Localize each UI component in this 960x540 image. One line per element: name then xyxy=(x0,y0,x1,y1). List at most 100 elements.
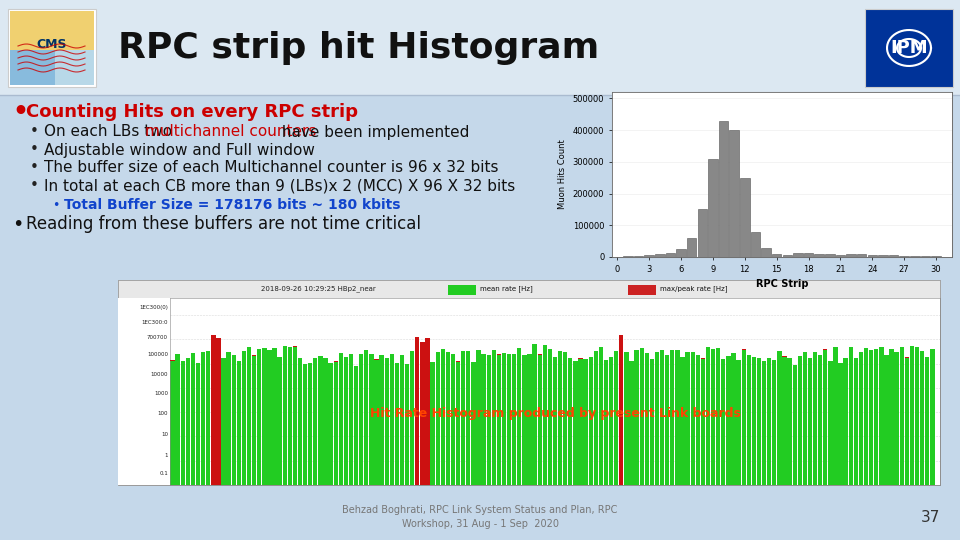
Bar xyxy=(563,352,567,540)
Bar xyxy=(634,256,643,257)
Bar xyxy=(242,350,246,540)
Bar xyxy=(736,361,741,540)
Bar xyxy=(884,355,889,540)
Bar xyxy=(467,351,470,540)
Bar xyxy=(772,360,777,540)
Bar xyxy=(395,362,399,540)
Bar xyxy=(448,285,476,295)
Bar xyxy=(875,349,878,540)
Bar xyxy=(354,366,358,540)
Bar xyxy=(8,9,96,87)
Bar xyxy=(553,357,557,540)
Bar xyxy=(319,356,323,540)
Bar xyxy=(859,352,863,540)
Text: 100000: 100000 xyxy=(147,352,168,356)
Bar xyxy=(660,349,664,540)
Bar xyxy=(612,92,952,257)
Bar xyxy=(293,346,297,347)
Bar xyxy=(847,254,856,257)
Text: 10: 10 xyxy=(161,432,168,437)
Bar xyxy=(865,9,953,87)
Bar xyxy=(436,352,440,540)
Bar xyxy=(864,348,868,540)
Text: 1EC300:0: 1EC300:0 xyxy=(141,320,168,325)
Bar xyxy=(604,360,609,540)
Bar xyxy=(410,350,415,540)
Bar xyxy=(767,358,771,540)
Bar xyxy=(825,254,834,257)
Bar xyxy=(740,178,750,257)
Bar xyxy=(227,352,230,540)
Bar xyxy=(487,355,491,540)
Bar xyxy=(793,365,797,540)
Bar xyxy=(288,347,292,540)
Bar xyxy=(456,361,460,362)
Bar xyxy=(900,256,909,257)
Bar xyxy=(719,120,729,257)
Bar xyxy=(303,364,307,540)
Text: 100: 100 xyxy=(157,411,168,416)
Bar xyxy=(118,280,940,298)
Text: 1EC300(0): 1EC300(0) xyxy=(139,305,168,310)
Bar xyxy=(277,357,282,540)
Bar xyxy=(665,355,669,540)
Bar xyxy=(798,356,802,540)
Bar xyxy=(206,351,210,540)
Bar xyxy=(624,352,629,540)
Bar xyxy=(708,159,718,257)
Bar xyxy=(364,350,369,540)
Bar xyxy=(900,347,904,540)
Bar xyxy=(879,347,883,540)
Bar xyxy=(782,356,786,357)
Bar xyxy=(619,335,623,540)
Bar xyxy=(578,358,583,359)
Bar xyxy=(623,256,633,257)
Bar xyxy=(614,352,618,540)
Bar xyxy=(471,362,475,540)
Text: 1: 1 xyxy=(164,453,168,457)
Text: Total Buffer Size = 178176 bits ~ 180 kbits: Total Buffer Size = 178176 bits ~ 180 kb… xyxy=(64,198,400,212)
Bar xyxy=(685,352,689,540)
Text: IPM: IPM xyxy=(890,39,927,57)
Bar xyxy=(344,357,348,540)
Bar xyxy=(803,352,807,540)
Bar xyxy=(420,342,424,540)
Bar xyxy=(732,353,735,540)
Bar xyxy=(374,359,378,540)
Bar xyxy=(650,359,654,540)
Bar xyxy=(216,339,221,540)
Bar xyxy=(915,347,920,540)
Text: •: • xyxy=(12,214,23,233)
Bar xyxy=(716,348,720,540)
Text: The buffer size of each Multichannel counter is 96 x 32 bits: The buffer size of each Multichannel cou… xyxy=(44,160,498,176)
Bar xyxy=(170,360,175,540)
Bar xyxy=(196,363,201,540)
Text: RPC strip hit Histogram: RPC strip hit Histogram xyxy=(118,31,599,65)
Bar xyxy=(211,335,215,540)
Bar xyxy=(838,363,843,540)
Bar xyxy=(405,364,409,540)
Bar xyxy=(496,354,501,540)
Text: Hit Rate Histogram produced by present Link boards: Hit Rate Histogram produced by present L… xyxy=(370,408,740,421)
Bar xyxy=(415,336,420,540)
Bar xyxy=(333,361,338,540)
Bar xyxy=(690,352,695,540)
Bar xyxy=(869,350,874,540)
Bar xyxy=(681,356,684,540)
Bar xyxy=(904,357,909,540)
Bar xyxy=(655,254,664,257)
Bar xyxy=(828,361,832,540)
Text: In total at each CB more than 9 (LBs)x 2 (MCC) X 96 X 32 bits: In total at each CB more than 9 (LBs)x 2… xyxy=(44,179,516,193)
Bar xyxy=(741,349,746,350)
Bar xyxy=(170,360,175,361)
Bar xyxy=(921,256,930,257)
Bar xyxy=(849,347,852,540)
Bar xyxy=(844,358,848,540)
Bar xyxy=(10,50,55,85)
Y-axis label: Muon Hits Count: Muon Hits Count xyxy=(558,140,567,210)
Bar xyxy=(833,347,838,540)
Bar xyxy=(456,361,460,540)
Bar xyxy=(118,298,170,485)
Bar xyxy=(527,354,532,540)
Bar xyxy=(878,255,888,257)
